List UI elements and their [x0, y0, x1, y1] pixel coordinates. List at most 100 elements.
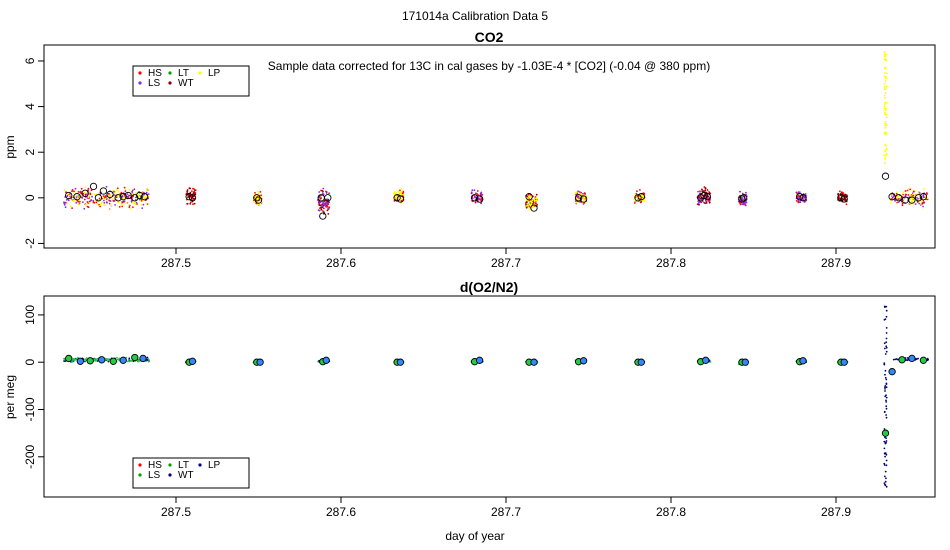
o2n2-mean-marker	[530, 358, 538, 366]
co2-point-lp	[526, 202, 529, 205]
co2-ytick-label: -2	[23, 238, 37, 249]
co2-point-hs	[104, 196, 107, 199]
co2-point-wt	[320, 206, 322, 209]
co2-point-lp	[575, 191, 578, 194]
co2-point-lp	[69, 198, 72, 201]
co2-mean-marker	[895, 194, 903, 202]
co2-spike-point	[883, 83, 886, 85]
co2-point-ls	[582, 203, 585, 205]
o2n2-legend-label: LP	[208, 460, 221, 471]
co2-panel: CO2 ppm Sample data corrected for 13C in…	[3, 29, 936, 270]
co2-point-lp	[641, 199, 644, 202]
co2-spike-point	[884, 76, 887, 78]
co2-point-lp	[530, 195, 532, 198]
co2-spike-point	[883, 53, 886, 56]
co2-point-lp	[129, 208, 132, 210]
o2n2-point-wt	[894, 358, 897, 361]
o2n2-mean-marker	[908, 354, 916, 363]
co2-mean-marker	[796, 193, 804, 201]
o2n2-marks	[63, 305, 929, 488]
co2-point-ls	[742, 198, 744, 201]
co2-point-lp	[531, 199, 534, 202]
co2-point-hs	[80, 187, 83, 190]
co2-spike-point	[883, 94, 886, 97]
co2-point-wt	[845, 199, 847, 201]
co2-mean-marker	[881, 172, 890, 180]
o2n2-legend-marker	[138, 463, 142, 467]
co2-point-lp	[583, 196, 586, 199]
o2n2-xtick-label: 287.6	[326, 505, 356, 519]
o2n2-point-lt	[106, 359, 109, 361]
co2-point-hs	[128, 206, 131, 209]
co2-point-ls	[804, 193, 807, 195]
co2-legend-label: LP	[208, 68, 221, 79]
o2n2-point-wt	[906, 357, 909, 359]
co2-point-wt	[702, 190, 705, 193]
co2-point-ls	[578, 197, 581, 200]
co2-point-lp	[117, 201, 119, 204]
co2-point-lp	[145, 195, 148, 198]
co2-point-lp	[128, 189, 131, 191]
co2-point-hs	[402, 191, 405, 194]
co2-point-lp	[98, 192, 100, 195]
co2-point-ls	[797, 197, 800, 200]
co2-point-lp	[125, 201, 128, 204]
co2-point-lp	[393, 191, 396, 194]
co2-mean-marker	[124, 191, 132, 200]
co2-point-hs	[633, 202, 636, 204]
o2n2-spike-point	[885, 459, 888, 462]
co2-point-lp	[116, 198, 119, 201]
co2-mean-marker	[324, 194, 332, 202]
co2-point-hs	[133, 188, 136, 191]
o2n2-mean-marker	[840, 358, 848, 366]
co2-point-lp	[530, 203, 533, 206]
co2-annotation: Sample data corrected for 13C in cal gas…	[268, 59, 710, 73]
co2-point-lp	[526, 199, 528, 202]
co2-mean-marker	[574, 194, 583, 202]
co2-point-ls	[121, 201, 124, 203]
co2-point-ls	[126, 193, 129, 196]
o2n2-point-wt	[146, 356, 149, 359]
co2-mean-marker	[185, 193, 193, 201]
co2-point-hs	[901, 204, 904, 207]
co2-mean-marker	[634, 194, 642, 202]
co2-point-wt	[327, 213, 330, 215]
co2-point-ls	[473, 189, 476, 192]
co2-point-ls	[66, 195, 68, 198]
co2-mean-marker	[738, 195, 746, 203]
co2-point-wt	[526, 201, 528, 204]
co2-point-ls	[138, 198, 141, 201]
o2n2-point-lt	[73, 359, 76, 362]
co2-point-ls	[318, 196, 321, 199]
o2n2-spike-point	[884, 388, 886, 390]
co2-point-wt	[193, 191, 195, 193]
co2-point-lp	[117, 190, 120, 193]
co2-point-lp	[575, 201, 578, 204]
co2-point-ls	[745, 191, 747, 194]
co2-point-lp	[131, 201, 134, 204]
co2-mean-marker	[700, 191, 708, 200]
co2-point-hs	[739, 203, 742, 206]
co2-spike-point	[884, 155, 887, 158]
o2n2-mean-marker	[322, 356, 330, 364]
co2-point-lp	[401, 197, 403, 200]
co2-point-wt	[189, 203, 192, 205]
co2-mean-marker	[837, 194, 845, 202]
co2-spike-point	[883, 88, 886, 91]
o2n2-point-lt	[71, 361, 74, 363]
co2-spike-point	[885, 116, 888, 119]
co2-mean-marker	[106, 190, 114, 199]
co2-point-lp	[530, 202, 533, 204]
co2-point-lp	[73, 200, 75, 203]
o2n2-panel: d(O2/N2) per meg 287.5 287.6 287.7 287.8 287…	[3, 279, 936, 543]
co2-xtick-label: 287.6	[326, 256, 356, 270]
o2n2-point-lt	[137, 360, 140, 363]
co2-point-ls	[108, 199, 111, 202]
co2-mean-marker	[739, 194, 748, 202]
o2n2-spike-point	[885, 383, 888, 385]
o2n2-mean-marker	[188, 357, 197, 365]
o2n2-legend-box	[132, 457, 250, 489]
co2-point-lp	[134, 203, 137, 206]
co2-point-hs	[86, 201, 89, 203]
